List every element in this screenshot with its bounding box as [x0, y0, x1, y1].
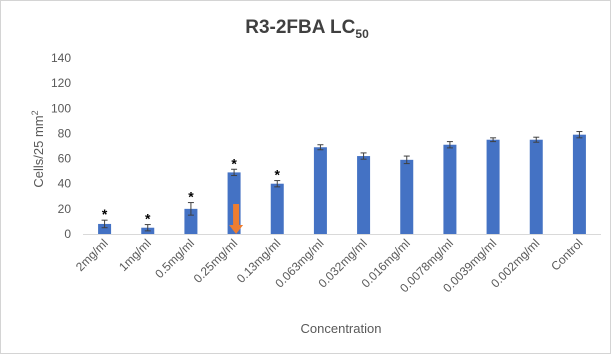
bar	[400, 159, 414, 234]
bar	[443, 144, 457, 234]
bar	[270, 183, 284, 234]
y-tick-label: 120	[51, 76, 71, 90]
x-tick-label: Control	[548, 236, 585, 273]
y-tick-label: 0	[64, 227, 71, 241]
bar	[184, 208, 198, 234]
x-tick-label: 0.25mg/ml	[191, 236, 241, 286]
y-axis-title-superscript: 2	[30, 110, 40, 115]
x-axis-ticks: 2mg/ml 1mg/ml0.5mg/ml0.25mg/ml0.13mg/ml0.…	[73, 236, 586, 295]
x-tick-label: 0.5mg/ml	[152, 236, 197, 281]
y-axis-ticks: 0 20 40 60 80 100 120 140	[51, 51, 71, 241]
chart-frame: R3-2FBA LC50 Cells/25 mm2 Concentration …	[0, 0, 611, 354]
y-tick-label: 40	[58, 177, 72, 191]
significance-star: *	[102, 206, 108, 222]
bar	[357, 156, 371, 234]
chart-title-subscript: 50	[355, 27, 369, 41]
y-axis-title: Cells/25 mm2	[30, 110, 46, 187]
significance-star: *	[145, 211, 151, 227]
bar	[572, 134, 586, 234]
chart-title-main: R3-2FBA LC	[245, 17, 355, 38]
plot-area: * * * * *	[83, 131, 601, 235]
significance-star: *	[188, 189, 194, 205]
y-axis-title-main: Cells/25 mm	[31, 115, 46, 187]
x-axis-title: Concentration	[301, 321, 382, 336]
bar	[313, 147, 327, 234]
x-tick-label: 2mg/ml	[73, 236, 111, 274]
x-tick-label: 1mg/ml	[116, 236, 154, 274]
y-tick-label: 100	[51, 101, 71, 115]
y-tick-label: 80	[58, 126, 72, 140]
chart-title: R3-2FBA LC50	[245, 17, 369, 41]
down-arrow-icon	[229, 204, 244, 234]
bar	[98, 223, 112, 234]
y-tick-label: 20	[58, 202, 72, 216]
bar-chart: R3-2FBA LC50 Cells/25 mm2 Concentration …	[30, 17, 601, 336]
significance-star: *	[275, 167, 281, 183]
significance-star: *	[231, 155, 237, 171]
bar	[486, 139, 500, 234]
y-tick-label: 140	[51, 51, 71, 65]
y-tick-label: 60	[58, 152, 72, 166]
bar	[529, 139, 543, 234]
